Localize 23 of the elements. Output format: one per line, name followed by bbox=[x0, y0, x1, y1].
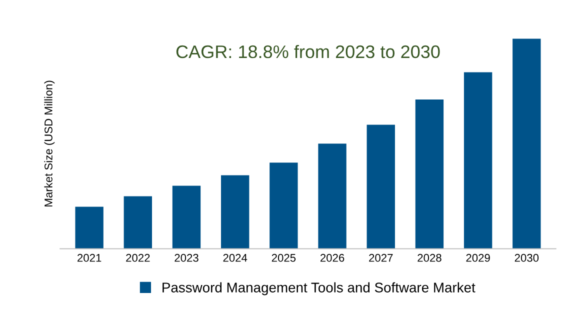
x-tick-label: 2028 bbox=[418, 254, 442, 262]
bar bbox=[415, 100, 444, 249]
bar bbox=[512, 38, 541, 249]
x-tick-label: 2030 bbox=[514, 254, 539, 262]
x-tick-label: 2025 bbox=[272, 254, 296, 262]
bar bbox=[221, 175, 250, 249]
x-tick-label: 2022 bbox=[126, 254, 150, 262]
bar bbox=[464, 72, 492, 249]
bar bbox=[124, 196, 152, 249]
bar bbox=[270, 162, 298, 249]
legend-label: Password Management Tools and Software Market bbox=[162, 282, 476, 296]
y-axis-title: Market Size (USD Million) bbox=[44, 80, 55, 206]
x-tick-label: 2021 bbox=[78, 254, 102, 262]
x-tick-label: 2029 bbox=[466, 254, 490, 262]
bar bbox=[318, 144, 346, 249]
annotation: CAGR: 18.8% from 2023 to 2030 bbox=[176, 44, 440, 58]
bar bbox=[75, 206, 104, 249]
x-tick-label: 2024 bbox=[223, 254, 248, 262]
bar bbox=[366, 124, 395, 249]
x-tick-label: 2023 bbox=[174, 254, 198, 262]
x-tick-label: 2027 bbox=[369, 254, 393, 262]
x-tick-label: 2026 bbox=[320, 254, 344, 262]
bar bbox=[172, 186, 201, 249]
